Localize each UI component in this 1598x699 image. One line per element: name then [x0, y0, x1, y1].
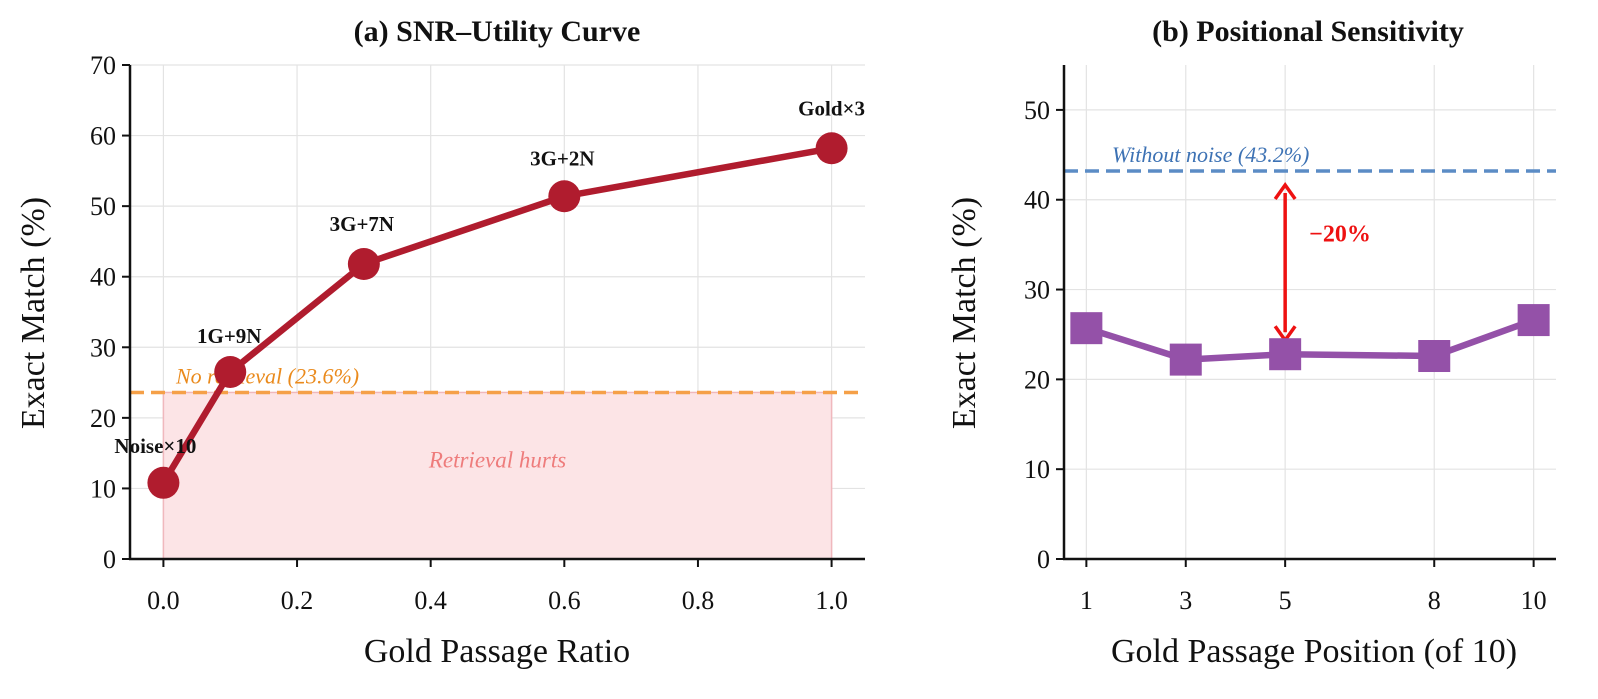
panel-a-x-tick-label: 1.0	[815, 586, 848, 615]
panel-a-x-ticks: 0.0 0.2 0.4 0.6 0.8 1.0	[147, 559, 848, 615]
panel-a-axes	[128, 65, 865, 561]
panel-b-y-tick-label: 50	[1024, 96, 1050, 125]
panel-a-data-point	[548, 180, 581, 213]
panel-a-title: (a) SNR–Utility Curve	[354, 15, 641, 48]
panel-a-snr-utility: (a) SNR–Utility Curve Retrieval hurts No…	[15, 15, 865, 670]
panel-b-y-tick-label: 30	[1024, 276, 1050, 305]
panel-b-gap-annotation: −20%	[1273, 181, 1371, 344]
panel-a-x-axis-label: Gold Passage Ratio	[364, 633, 630, 670]
panel-b-data-point	[1169, 343, 1202, 376]
panel-a-series: Noise×10 1G+9N 3G+7N 3G+2N Gold×3	[114, 96, 865, 499]
panel-b-y-tick-label: 20	[1024, 365, 1050, 394]
panel-b-grid	[1064, 65, 1556, 560]
panel-a-data-point	[147, 466, 180, 499]
panel-b-reference-line: Without noise (43.2%)	[1064, 142, 1556, 173]
panel-a-y-tick-label: 10	[90, 474, 116, 503]
panel-b-reference-line-label: Without noise (43.2%)	[1112, 142, 1309, 167]
panel-a-data-point	[214, 355, 247, 388]
panel-b-series-line	[1083, 316, 1537, 363]
panel-b-data-point	[1070, 312, 1103, 345]
panel-a-y-tick-label: 40	[90, 263, 116, 292]
panel-b-y-axis-label: Exact Match (%)	[946, 197, 983, 429]
panel-b-y-tick-label: 10	[1024, 455, 1050, 484]
panel-a-x-tick-label: 0.0	[147, 586, 180, 615]
panel-b-y-ticks: 0 10 20 30 40 50	[1024, 96, 1064, 574]
panel-b-gap-arrow-head-up	[1273, 181, 1297, 201]
panel-b-x-tick-label: 10	[1521, 586, 1547, 615]
panel-a-shaded-region: Retrieval hurts	[162, 391, 833, 560]
panel-b-data-point	[1517, 304, 1550, 337]
panel-b-x-axis-label: Gold Passage Position (of 10)	[1111, 633, 1517, 670]
panel-b-data-point	[1418, 340, 1451, 373]
panel-a-x-tick-label: 0.8	[682, 586, 715, 615]
panel-a-reference-line: No retrieval (23.6%)	[130, 363, 865, 395]
panel-a-hurts-region	[162, 391, 833, 560]
panel-a-x-tick-label: 0.2	[281, 586, 314, 615]
panel-a-data-point	[815, 132, 848, 165]
panel-b-x-tick-label: 3	[1179, 586, 1192, 615]
panel-b-y-tick-label: 40	[1024, 186, 1050, 215]
panel-a-point-label: Gold×3	[798, 96, 865, 120]
panel-b-title: (b) Positional Sensitivity	[1152, 15, 1464, 48]
panel-b-series	[1070, 304, 1550, 376]
panel-a-point-label: 3G+2N	[530, 146, 594, 170]
panel-b-gap-label: −20%	[1309, 222, 1371, 248]
panel-b-x-tick-label: 5	[1279, 586, 1292, 615]
panel-a-y-ticks: 0 10 20 30 40 50 60 70	[90, 51, 130, 574]
panel-b-x-ticks: 1 3 5 8 10	[1080, 559, 1547, 615]
panel-a-y-tick-label: 20	[90, 404, 116, 433]
panel-a-hurts-region-label: Retrieval hurts	[428, 447, 566, 472]
panel-b-x-tick-label: 8	[1428, 586, 1441, 615]
panel-a-y-tick-label: 70	[90, 51, 116, 80]
panel-b-positional-sensitivity: (b) Positional Sensitivity Without noise…	[946, 15, 1556, 670]
panel-a-y-tick-label: 30	[90, 333, 116, 362]
panel-b-y-tick-label: 0	[1037, 545, 1050, 574]
panel-a-reference-line-label: No retrieval (23.6%)	[175, 363, 359, 388]
panel-a-point-label: 3G+7N	[330, 212, 394, 236]
panel-a-y-axis-label: Exact Match (%)	[15, 197, 52, 429]
panel-a-x-tick-label: 0.4	[414, 586, 447, 615]
panel-a-y-tick-label: 0	[103, 545, 116, 574]
panel-a-point-label: Noise×10	[114, 434, 196, 458]
panel-b-x-tick-label: 1	[1080, 586, 1093, 615]
panel-a-x-tick-label: 0.6	[548, 586, 581, 615]
panel-a-data-point	[347, 248, 380, 281]
panel-b-data-point	[1269, 338, 1302, 371]
panel-a-y-tick-label: 60	[90, 122, 116, 151]
panel-b-axes	[1062, 65, 1556, 561]
panel-a-y-tick-label: 50	[90, 192, 116, 221]
panel-a-point-label: 1G+9N	[197, 324, 261, 348]
